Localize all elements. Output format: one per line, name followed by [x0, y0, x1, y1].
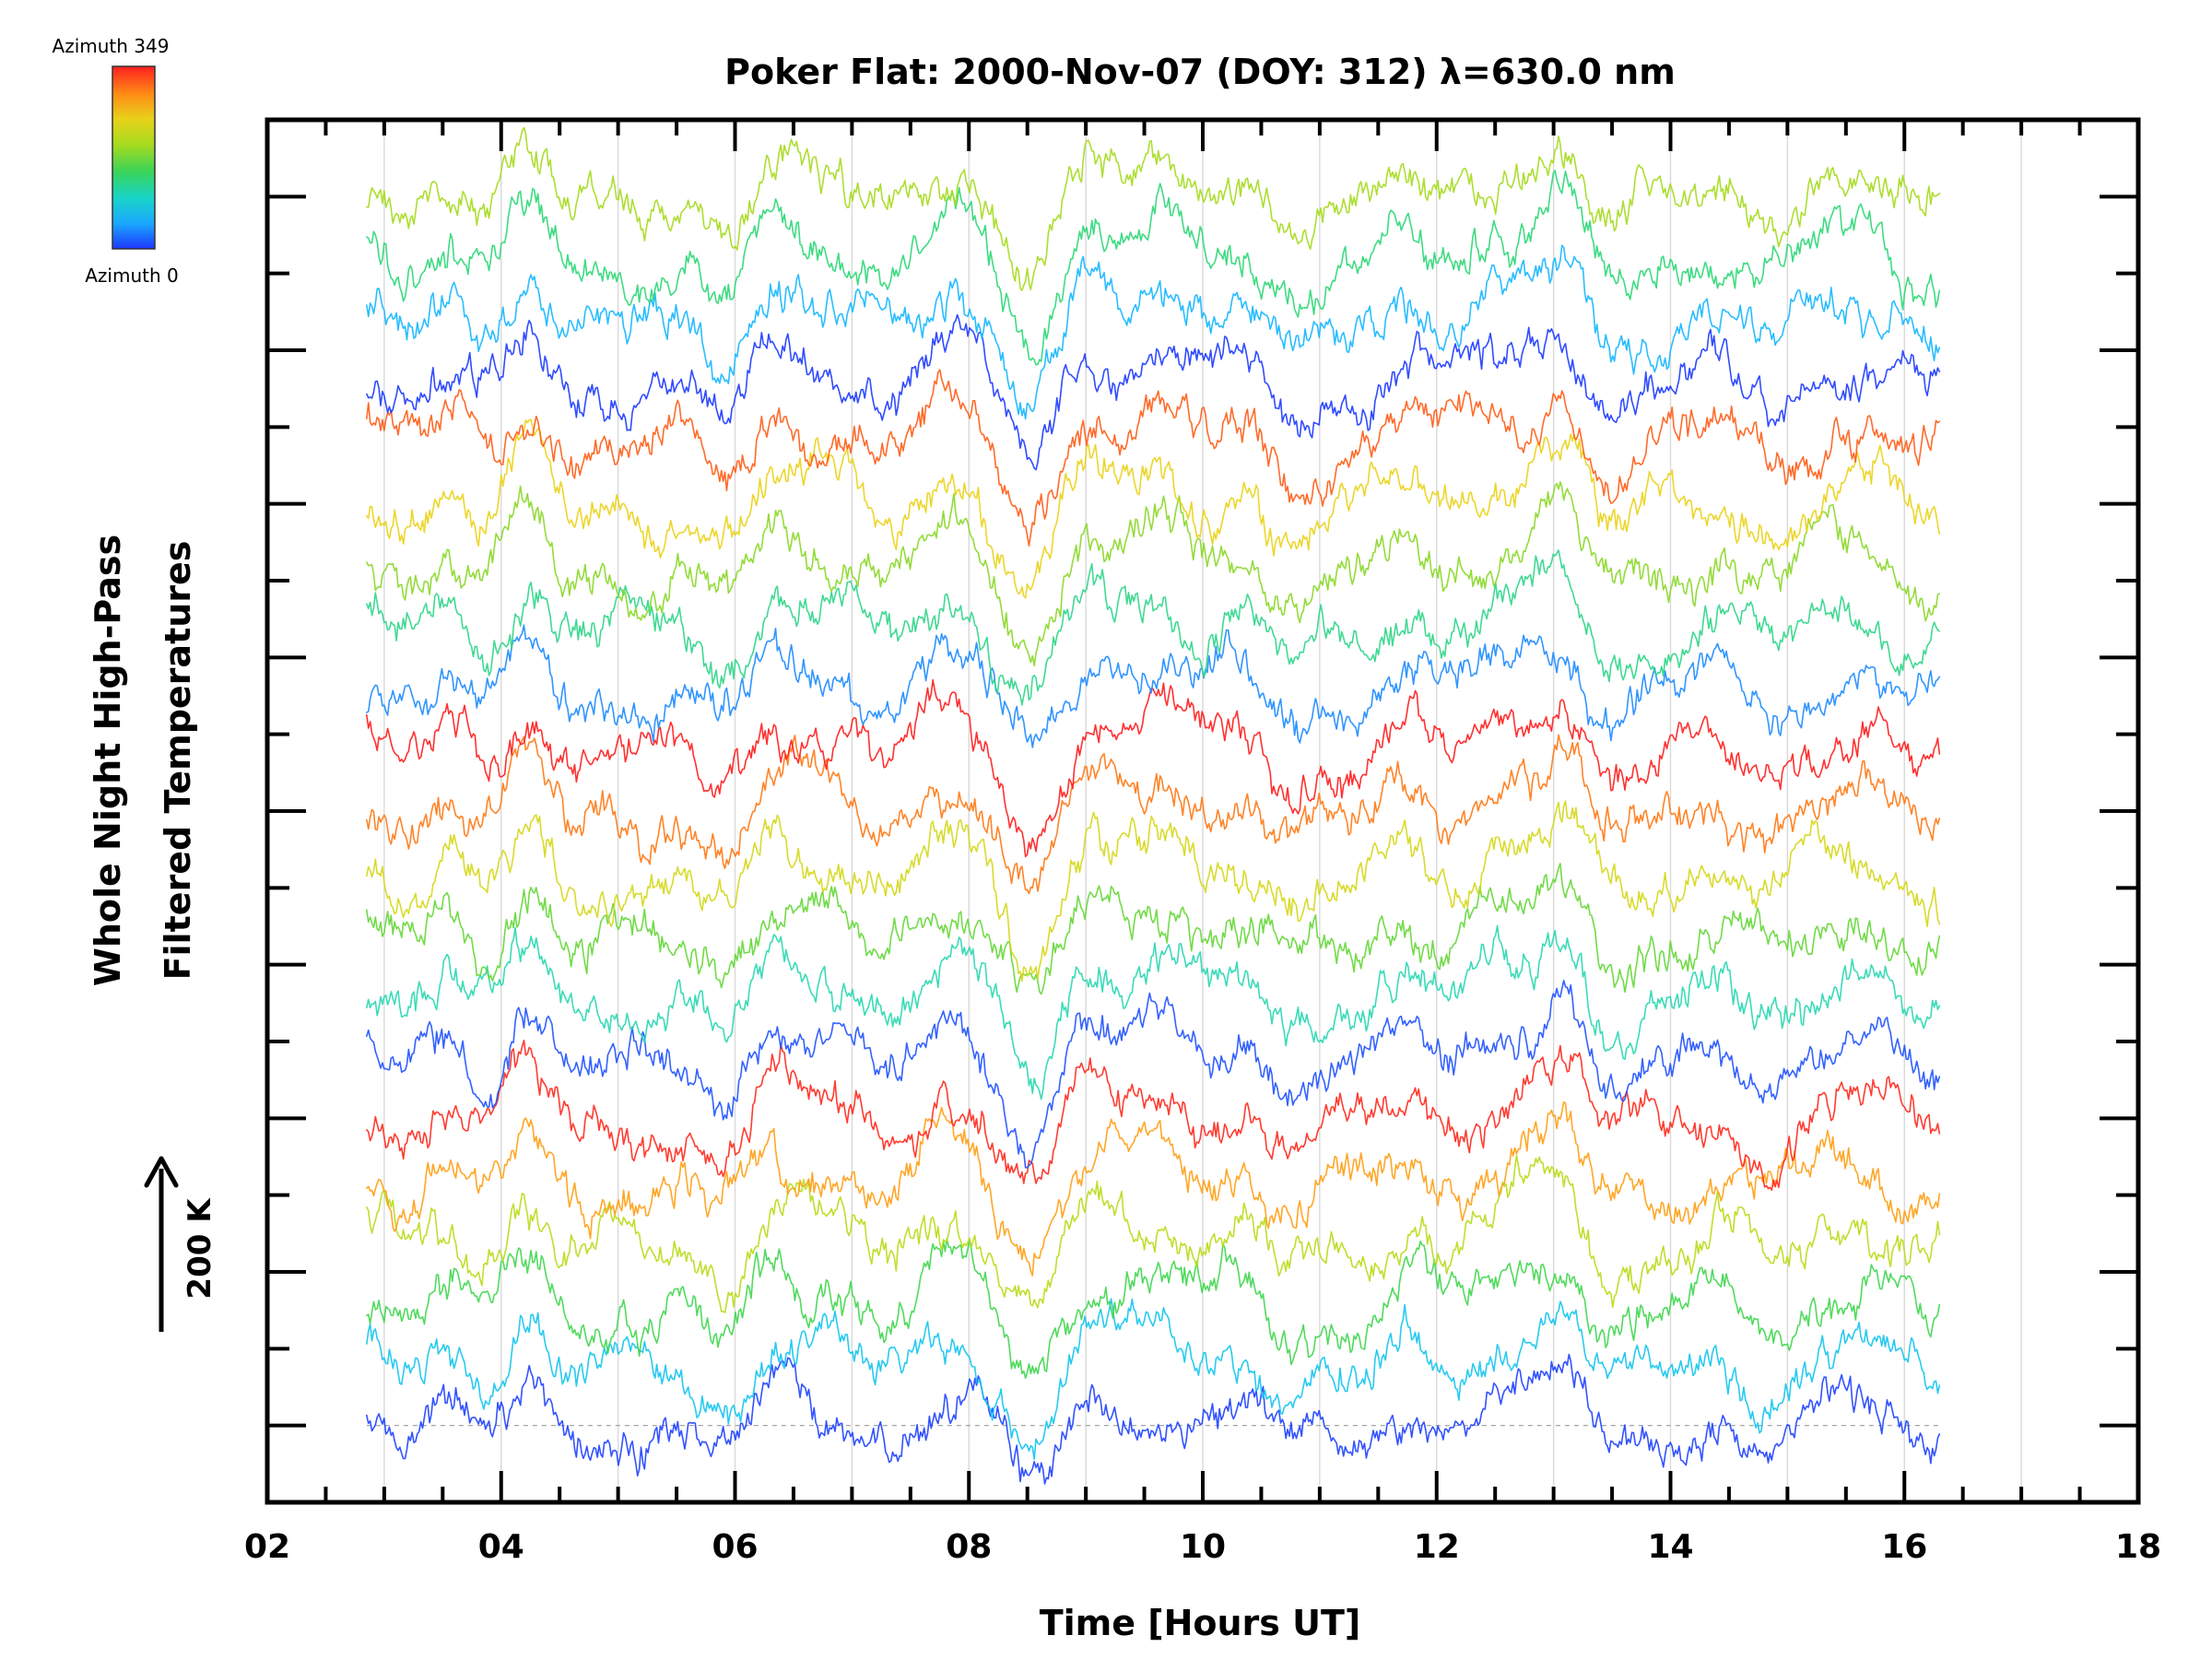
colorbar-bottom-label: Azimuth 0 — [85, 265, 179, 287]
colorbar-gradient — [112, 65, 156, 250]
y-axis-label: Whole Night High-Pass Filtered Temperatu… — [88, 535, 198, 986]
series-line-azimuth-340 — [366, 678, 1941, 858]
scale-arrow-head — [144, 1156, 179, 1188]
x-tick-label: 06 — [712, 1528, 758, 1566]
series-line-azimuth-84 — [366, 924, 1941, 1100]
series-line-azimuth-20 — [366, 980, 1941, 1169]
x-tick-label: 18 — [2115, 1528, 2161, 1566]
x-tick-label: 14 — [1647, 1528, 1693, 1566]
x-axis-label: Time [Hours UT] — [1040, 1603, 1361, 1643]
x-tick-label: 08 — [946, 1528, 992, 1566]
colorbar: Azimuth 349 Azimuth 0 — [53, 35, 179, 287]
x-tick-label: 04 — [478, 1528, 524, 1566]
series-line-azimuth-192 — [366, 1154, 1941, 1314]
series-line-azimuth-320 — [366, 1040, 1941, 1192]
vertical-grid — [383, 120, 2022, 1502]
series-group — [366, 126, 1941, 1485]
series-line-azimuth-128 — [366, 1238, 1941, 1380]
colorbar-top-label: Azimuth 349 — [53, 35, 170, 57]
series-line-azimuth-104 — [366, 549, 1941, 706]
chart-title: Poker Flat: 2000-Nov-07 (DOY: 312) λ=630… — [724, 52, 1676, 92]
scale-arrow-label: 200 K — [182, 1197, 218, 1300]
series-line-azimuth-296 — [366, 369, 1941, 547]
series-line-azimuth-60 — [366, 244, 1941, 420]
x-tick-label: 12 — [1414, 1528, 1460, 1566]
series-line-azimuth-276 — [366, 734, 1941, 895]
series-line-azimuth-168 — [366, 481, 1941, 667]
y-axis-label-line2: Filtered Temperatures — [158, 541, 198, 981]
series-line-azimuth-10 — [366, 313, 1941, 471]
series-line-azimuth-40 — [366, 624, 1941, 748]
x-ticks — [265, 120, 2140, 1502]
series-line-azimuth-180 — [366, 126, 1941, 291]
y-ticks — [267, 118, 2138, 1504]
series-line-azimuth-212 — [366, 800, 1941, 982]
x-tick-label: 16 — [1881, 1528, 1927, 1566]
y-axis-label-line1: Whole Night High-Pass — [88, 535, 128, 986]
scale-arrow: 200 K — [144, 1156, 218, 1332]
x-tick-labels: 02 04 06 08 10 12 14 16 18 — [244, 1528, 2161, 1566]
series-line-azimuth-256 — [366, 1100, 1941, 1277]
series-line-azimuth-64 — [366, 1298, 1941, 1461]
series-line-azimuth-232 — [366, 418, 1941, 599]
series-line-azimuth-0 — [366, 1353, 1941, 1485]
series-line-azimuth-148 — [366, 863, 1941, 995]
x-tick-label: 10 — [1180, 1528, 1226, 1566]
x-tick-label: 02 — [244, 1528, 290, 1566]
series-line-azimuth-120 — [366, 170, 1941, 366]
